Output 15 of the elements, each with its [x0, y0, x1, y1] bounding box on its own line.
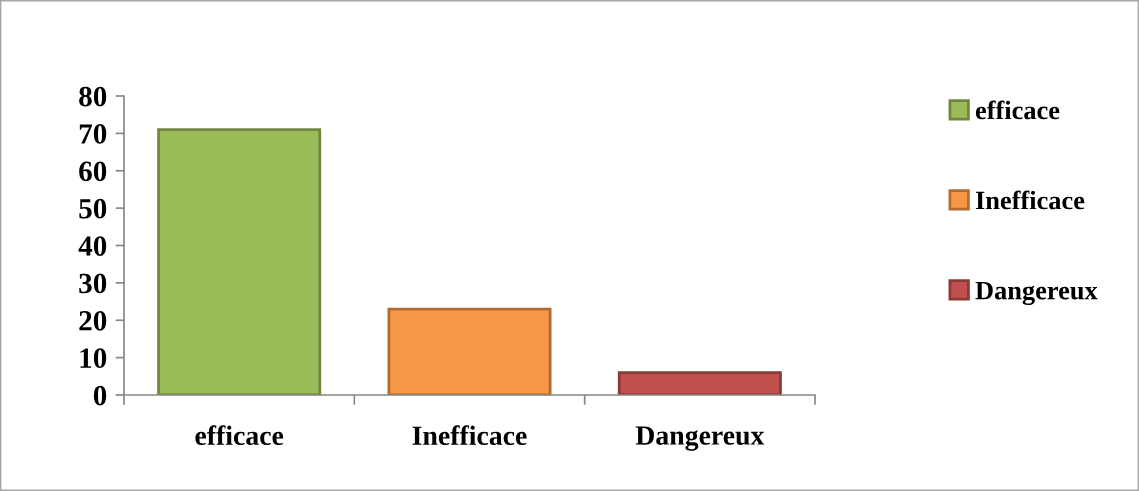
- y-tick-label: 20: [79, 310, 107, 331]
- y-tick-label: 30: [79, 273, 107, 294]
- x-tick-label: efficace: [195, 425, 284, 446]
- y-tick-label: 10: [80, 348, 107, 369]
- legend-label: Inefficace: [975, 190, 1085, 210]
- y-tick-label: 80: [79, 86, 107, 107]
- y-tick-label: 70: [79, 124, 107, 144]
- x-tick-label: Dangereux: [635, 426, 765, 451]
- y-tick-label: 60: [79, 161, 107, 182]
- y-tick-label: 50: [79, 198, 107, 219]
- x-tick-label: Inefficace: [412, 425, 527, 446]
- y-tick-label: 0: [93, 385, 107, 406]
- y-tick-label: 40: [78, 236, 107, 256]
- legend-label: efficace: [975, 100, 1060, 120]
- legend-label: Dangereux: [975, 281, 1098, 305]
